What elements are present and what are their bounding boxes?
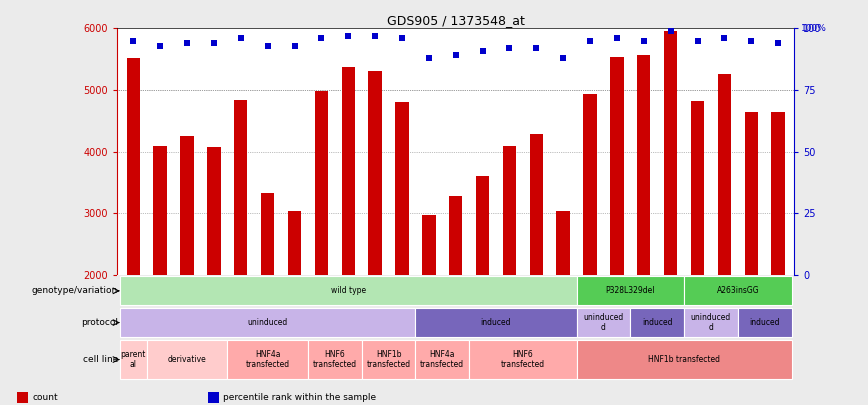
Bar (181, 136, 194, 275)
Bar (314, 91, 328, 275)
Text: uninduced
d: uninduced d (691, 313, 731, 332)
Point (610, 35, 624, 41)
Bar (637, 55, 650, 275)
Bar (154, 145, 167, 275)
Point (287, 43, 301, 49)
Text: protocol: protocol (81, 318, 118, 327)
Bar (449, 196, 463, 275)
Bar (738, 308, 792, 337)
Bar (691, 101, 704, 275)
Text: induced: induced (642, 318, 673, 327)
Point (368, 32, 382, 39)
Bar (718, 74, 731, 275)
Bar (362, 340, 416, 379)
Bar (120, 308, 416, 337)
Bar (583, 94, 596, 275)
Text: 100%: 100% (801, 24, 827, 33)
Title: GDS905 / 1373548_at: GDS905 / 1373548_at (387, 14, 524, 27)
Point (233, 35, 247, 41)
Bar (610, 57, 623, 275)
Point (154, 43, 168, 49)
Point (260, 43, 274, 49)
Text: HNF4a
transfected: HNF4a transfected (420, 350, 464, 369)
Bar (503, 145, 516, 275)
Bar (341, 67, 355, 275)
Bar (368, 71, 382, 275)
Text: percentile rank within the sample: percentile rank within the sample (223, 393, 376, 402)
Bar (207, 147, 220, 275)
Bar (576, 308, 630, 337)
Point (771, 40, 785, 47)
Bar (576, 340, 792, 379)
Text: genotype/variation: genotype/variation (32, 286, 118, 295)
Point (314, 35, 328, 41)
Text: derivative: derivative (168, 355, 207, 364)
Point (691, 37, 705, 44)
Text: HNF6
transfected: HNF6 transfected (312, 350, 357, 369)
Text: HNF1b
transfected: HNF1b transfected (366, 350, 411, 369)
Bar (234, 100, 247, 275)
Bar (772, 112, 785, 275)
Text: A263insGG: A263insGG (716, 286, 760, 295)
Point (637, 37, 651, 44)
Bar (288, 211, 301, 275)
Bar (576, 276, 684, 305)
Point (583, 37, 597, 44)
Text: uninduced: uninduced (247, 318, 288, 327)
Point (180, 40, 194, 47)
Bar (745, 112, 758, 275)
Text: HNF1b transfected: HNF1b transfected (648, 355, 720, 364)
Bar (684, 276, 792, 305)
Point (718, 35, 732, 41)
Bar (664, 31, 677, 275)
Bar (395, 102, 409, 275)
Bar (469, 340, 576, 379)
Point (341, 32, 355, 39)
Bar (684, 308, 738, 337)
Text: induced: induced (749, 318, 780, 327)
Bar (147, 340, 227, 379)
Text: uninduced
d: uninduced d (583, 313, 623, 332)
Text: induced: induced (481, 318, 511, 327)
Text: parent
al: parent al (121, 350, 146, 369)
Bar (416, 340, 469, 379)
Text: count: count (32, 393, 58, 402)
Bar (120, 340, 147, 379)
Text: wild type: wild type (331, 286, 365, 295)
Point (395, 35, 409, 41)
Point (664, 28, 678, 34)
Text: cell line: cell line (82, 355, 118, 364)
Point (744, 37, 758, 44)
Point (207, 40, 220, 47)
Point (449, 52, 463, 59)
Bar (127, 58, 140, 275)
Bar (120, 276, 576, 305)
Text: HNF6
transfected: HNF6 transfected (501, 350, 545, 369)
Point (422, 55, 436, 61)
Bar (476, 176, 490, 275)
Text: P328L329del: P328L329del (606, 286, 655, 295)
Point (127, 37, 141, 44)
Bar (556, 211, 570, 275)
Bar (308, 340, 362, 379)
Bar (422, 215, 436, 275)
Point (529, 45, 543, 51)
Bar (416, 308, 576, 337)
Point (556, 55, 570, 61)
Bar (529, 134, 543, 275)
Bar (630, 308, 684, 337)
Bar (261, 193, 274, 275)
Point (503, 45, 516, 51)
Bar (227, 340, 308, 379)
Text: HNF4a
transfected: HNF4a transfected (246, 350, 290, 369)
Point (476, 47, 490, 54)
